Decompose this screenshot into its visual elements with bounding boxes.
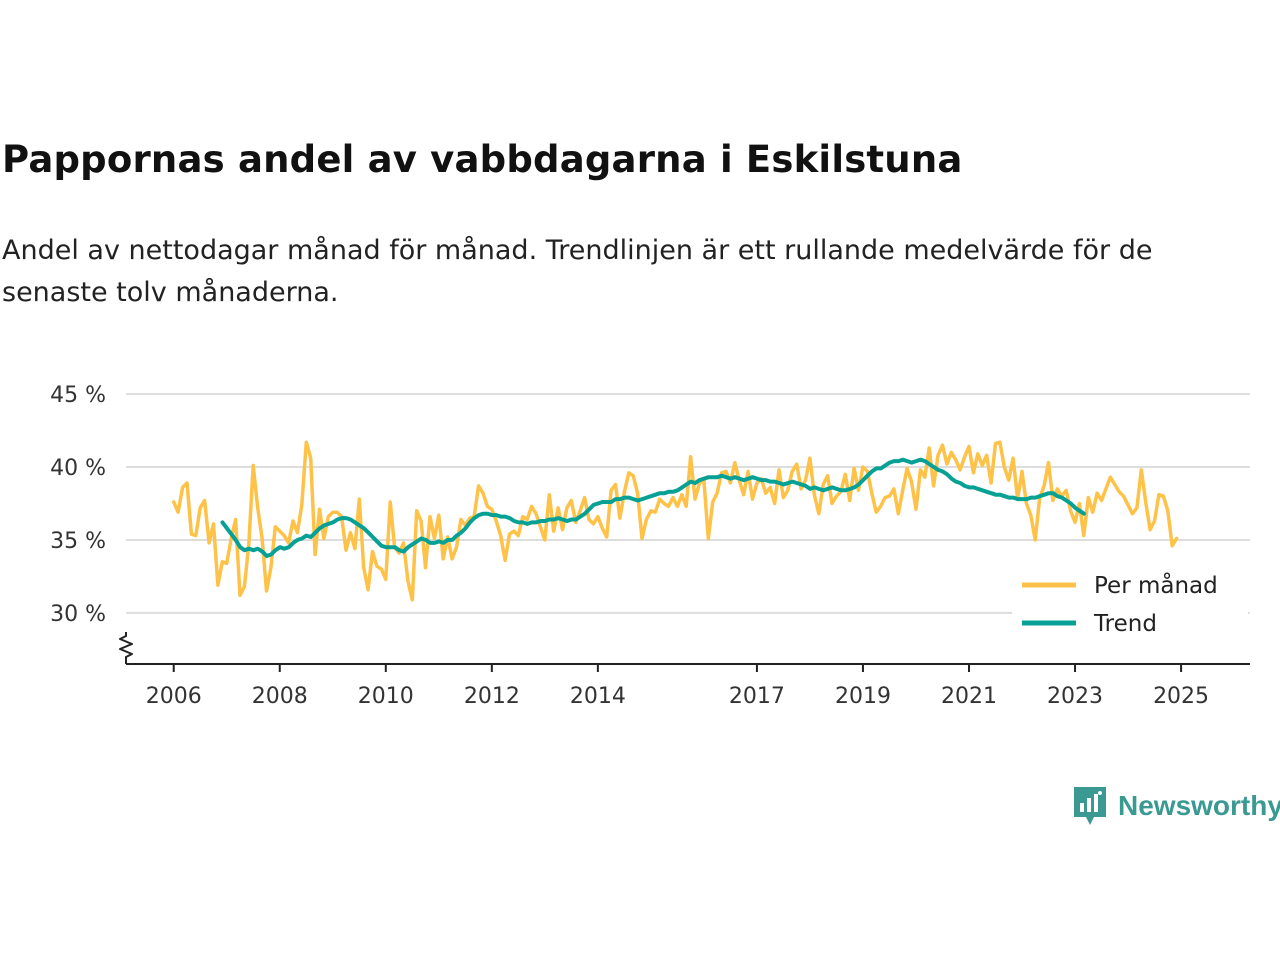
x-tick-label: 2012 bbox=[464, 684, 520, 709]
x-tick-label: 2006 bbox=[146, 684, 202, 709]
x-tick-label: 2025 bbox=[1153, 684, 1209, 709]
y-tick-label: 35 % bbox=[50, 529, 106, 554]
y-tick-label: 30 % bbox=[50, 602, 106, 627]
y-axis-ticks: 30 % 35 % 40 % 45 % bbox=[50, 383, 106, 627]
x-axis bbox=[119, 632, 1250, 665]
legend: Per månad Trend bbox=[1012, 564, 1248, 650]
line-chart: 30 % 35 % 40 % 45 % 2006 2008 2010 2012 2014 201… bbox=[50, 383, 1250, 709]
newsworthy-logo-icon bbox=[1074, 787, 1106, 825]
x-tick-label: 2010 bbox=[358, 684, 414, 709]
chart-subtitle: Andel av nettodagar månad för månad. Tre… bbox=[2, 235, 1153, 308]
y-tick-label: 40 % bbox=[50, 456, 106, 481]
series-line-trend bbox=[220, 457, 1086, 558]
brand-name: Newsworthy bbox=[1118, 790, 1280, 821]
chart-title: Pappornas andel av vabbdagarna i Eskilst… bbox=[2, 138, 963, 181]
legend-label-per-manad: Per månad bbox=[1094, 571, 1218, 599]
series-line-per-manad bbox=[171, 440, 1179, 602]
x-tick-label: 2008 bbox=[252, 684, 308, 709]
x-tick-label: 2017 bbox=[729, 684, 785, 709]
series-lines bbox=[171, 440, 1179, 602]
x-tick-label: 2023 bbox=[1047, 684, 1103, 709]
x-tick-label: 2019 bbox=[835, 684, 891, 709]
x-tick-label: 2014 bbox=[570, 684, 626, 709]
x-axis-ticks: 2006 2008 2010 2012 2014 2017 2019 2021 2023 2025 bbox=[146, 664, 1209, 709]
axis-break-icon bbox=[119, 632, 133, 664]
x-tick-label: 2021 bbox=[941, 684, 997, 709]
y-tick-label: 45 % bbox=[50, 383, 106, 408]
legend-background bbox=[1012, 564, 1248, 650]
brand-logo: Newsworthy bbox=[1072, 785, 1280, 827]
legend-label-trend: Trend bbox=[1093, 611, 1157, 637]
